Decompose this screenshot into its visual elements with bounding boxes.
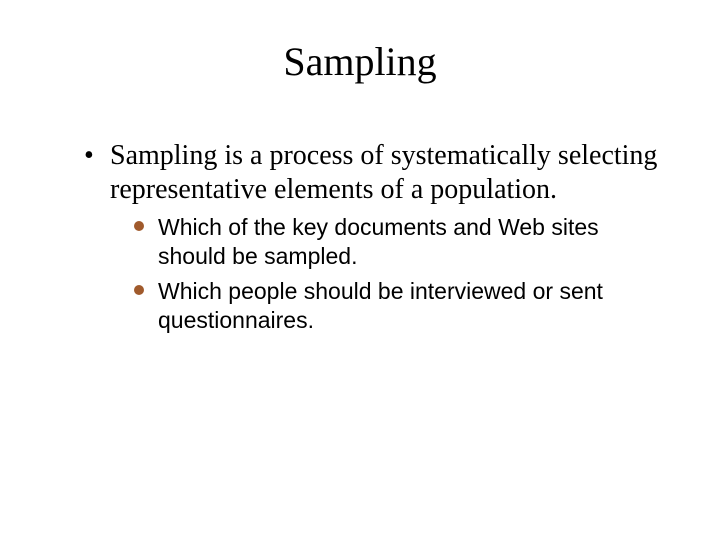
bullet-list-level2: Which of the key documents and Web sites…	[110, 213, 660, 334]
list-item: Which people should be interviewed or se…	[134, 277, 660, 335]
bullet-text: Sampling is a process of systematically …	[110, 140, 657, 205]
bullet-text: Which of the key documents and Web sites…	[158, 214, 599, 269]
slide-title: Sampling	[60, 38, 660, 85]
slide: Sampling Sampling is a process of system…	[0, 0, 720, 540]
bullet-icon	[134, 285, 144, 295]
bullet-list-level1: Sampling is a process of systematically …	[60, 139, 660, 334]
bullet-icon	[134, 221, 144, 231]
list-item: Which of the key documents and Web sites…	[134, 213, 660, 271]
list-item: Sampling is a process of systematically …	[84, 139, 660, 334]
bullet-text: Which people should be interviewed or se…	[158, 278, 603, 333]
